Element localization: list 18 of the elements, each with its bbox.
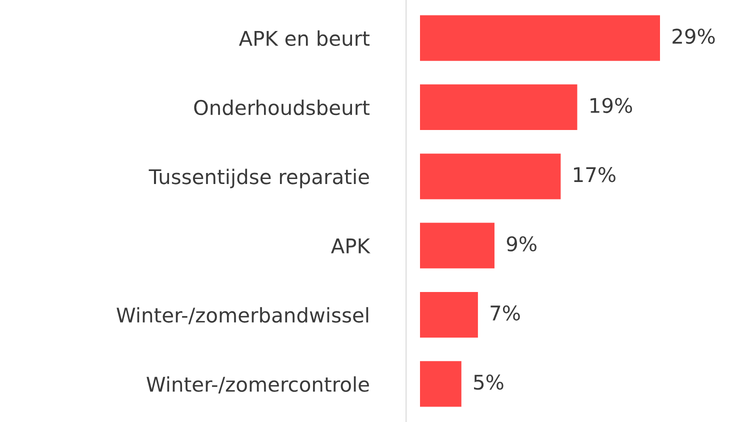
y-tick-label: Tussentijdse reparatie: [148, 168, 369, 188]
data-label: 17%: [574, 167, 616, 182]
y-tick-label: Onderhoudsbeurt: [194, 100, 370, 116]
y-tick-label: Winter-/zomerbandwissel: [116, 307, 368, 324]
bar: [420, 15, 660, 61]
data-label: 5%: [474, 374, 504, 390]
bar: [420, 292, 478, 338]
y-tick-label: APK: [331, 238, 370, 254]
bar: [420, 222, 494, 268]
bar: [420, 84, 578, 130]
data-label: 19%: [590, 98, 632, 114]
y-tick-label: Winter-/zomercontrole: [146, 376, 369, 394]
data-label: 29%: [672, 28, 715, 44]
data-label: 7%: [490, 305, 520, 321]
bar: [420, 361, 462, 407]
data-label: 9%: [506, 236, 536, 252]
y-tick-label: APK en beurt: [238, 30, 370, 46]
bar: [420, 154, 561, 200]
